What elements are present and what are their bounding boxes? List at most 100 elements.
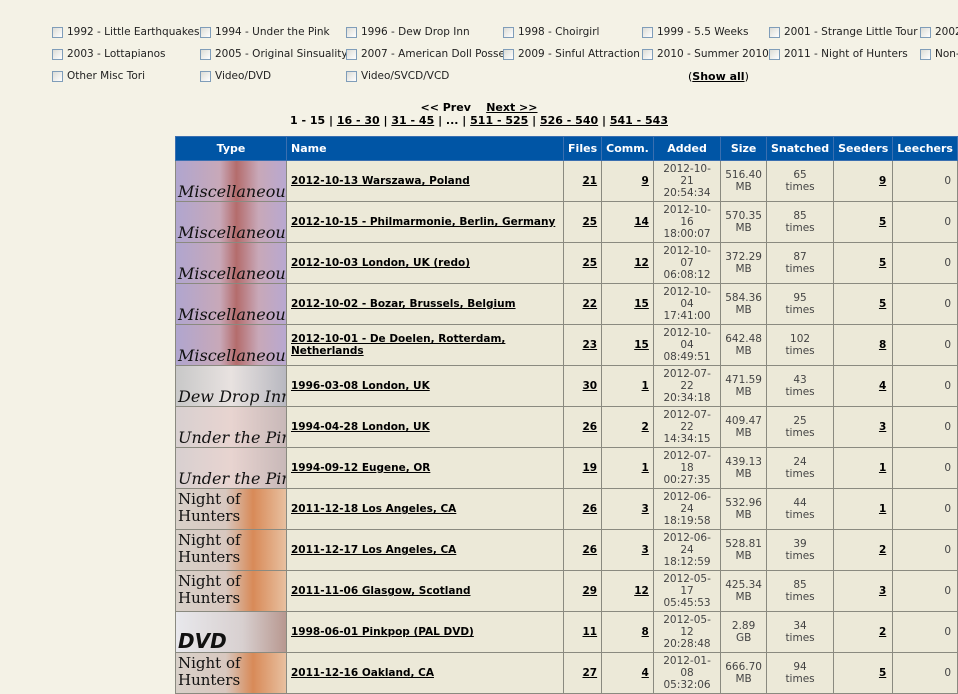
files-link[interactable]: 26 — [582, 544, 598, 556]
filter-option[interactable]: 1998 - Choirgirl — [503, 26, 599, 38]
files-link[interactable]: 19 — [582, 462, 598, 474]
category-image[interactable]: Night of Hunters — [176, 489, 286, 529]
category-image[interactable]: Miscellaneous — [176, 243, 286, 283]
torrent-name-link[interactable]: 2012-10-15 - Philmarmonie, Berlin, Germa… — [291, 216, 556, 228]
column-header-type[interactable]: Type — [175, 136, 287, 161]
comments-link[interactable]: 9 — [641, 175, 649, 187]
category-image[interactable]: Miscellaneous — [176, 161, 286, 201]
comments-link[interactable]: 12 — [634, 257, 649, 269]
category-image[interactable]: Under the Pink — [176, 407, 286, 447]
column-header-name[interactable]: Name — [285, 136, 565, 161]
files-link[interactable]: 26 — [582, 503, 598, 515]
type-cell[interactable]: Miscellaneous — [175, 201, 287, 243]
checkbox[interactable] — [769, 48, 780, 60]
checkbox[interactable] — [200, 26, 211, 38]
type-cell[interactable]: Night of Hunters — [175, 529, 287, 571]
seeders-link[interactable]: 2 — [878, 544, 887, 556]
filter-option[interactable]: 1996 - Dew Drop Inn — [346, 26, 470, 38]
next-link[interactable]: Next >> — [486, 101, 538, 114]
type-cell[interactable]: Under the Pink — [175, 447, 287, 489]
filter-option[interactable]: Non- — [920, 48, 958, 60]
checkbox[interactable] — [503, 48, 514, 60]
seeders-link[interactable]: 5 — [878, 667, 887, 679]
filter-option[interactable]: Video/SVCD/VCD — [346, 70, 449, 82]
files-link[interactable]: 25 — [582, 216, 598, 228]
category-image[interactable]: Night of Hunters — [176, 653, 286, 693]
comments-link[interactable]: 14 — [634, 216, 649, 228]
comments-link[interactable]: 3 — [641, 503, 649, 515]
checkbox[interactable] — [769, 26, 780, 38]
seeders-link[interactable]: 5 — [878, 257, 887, 269]
filter-option[interactable]: Other Misc Tori — [52, 70, 145, 82]
category-image[interactable]: Night of Hunters — [176, 530, 286, 570]
seeders-link[interactable]: 9 — [878, 175, 887, 187]
type-cell[interactable]: Under the Pink — [175, 406, 287, 448]
checkbox[interactable] — [200, 48, 211, 60]
seeders-link[interactable]: 5 — [878, 298, 887, 310]
column-header-snatched[interactable]: Snatched — [765, 136, 835, 161]
torrent-name-link[interactable]: 2011-12-18 Los Angeles, CA — [291, 503, 457, 515]
column-header-files[interactable]: Files — [563, 136, 603, 161]
comments-link[interactable]: 15 — [634, 298, 649, 310]
category-image[interactable]: Under the Pink — [176, 448, 286, 488]
checkbox[interactable] — [920, 26, 931, 38]
column-header-comm[interactable]: Comm. — [601, 136, 654, 161]
comments-link[interactable]: 4 — [641, 667, 649, 679]
comments-link[interactable]: 1 — [641, 380, 649, 392]
seeders-link[interactable]: 2 — [878, 626, 887, 638]
torrent-name-link[interactable]: 1994-04-28 London, UK — [291, 421, 430, 433]
filter-option[interactable]: 1994 - Under the Pink — [200, 26, 330, 38]
files-link[interactable]: 23 — [582, 339, 598, 351]
seeders-link[interactable]: 1 — [878, 462, 887, 474]
checkbox[interactable] — [642, 48, 653, 60]
type-cell[interactable]: Miscellaneous — [175, 283, 287, 325]
files-link[interactable]: 22 — [582, 298, 598, 310]
comments-link[interactable]: 8 — [641, 626, 649, 638]
torrent-name-link[interactable]: 2011-12-17 Los Angeles, CA — [291, 544, 457, 556]
torrent-name-link[interactable]: 2012-10-01 - De Doelen, Rotterdam, Nethe… — [291, 333, 506, 357]
filter-option[interactable]: 2003 - Lottapianos — [52, 48, 166, 60]
column-header-leechers[interactable]: Leechers — [892, 136, 958, 161]
comments-link[interactable]: 12 — [634, 585, 649, 597]
files-link[interactable]: 25 — [582, 257, 598, 269]
files-link[interactable]: 29 — [582, 585, 598, 597]
category-image[interactable]: Night of Hunters — [176, 571, 286, 611]
checkbox[interactable] — [200, 70, 211, 82]
filter-option[interactable]: 2011 - Night of Hunters — [769, 48, 908, 60]
seeders-link[interactable]: 1 — [878, 503, 887, 515]
category-image[interactable]: Miscellaneous — [176, 284, 286, 324]
page-link[interactable]: 541 - 543 — [609, 114, 668, 127]
column-header-seeders[interactable]: Seeders — [833, 136, 894, 161]
checkbox[interactable] — [346, 48, 357, 60]
checkbox[interactable] — [503, 26, 514, 38]
page-link[interactable]: 526 - 540 — [540, 114, 599, 127]
type-cell[interactable]: Miscellaneous — [175, 160, 287, 202]
files-link[interactable]: 26 — [582, 421, 598, 433]
checkbox[interactable] — [52, 26, 63, 38]
comments-link[interactable]: 1 — [641, 462, 649, 474]
filter-option[interactable]: 2010 - Summer 2010 — [642, 48, 769, 60]
comments-link[interactable]: 3 — [641, 544, 649, 556]
filter-option[interactable]: Video/DVD — [200, 70, 271, 82]
show-all-link[interactable]: Show all — [692, 70, 745, 83]
type-cell[interactable]: DVD — [175, 611, 287, 653]
filter-option[interactable]: 2001 - Strange Little Tour — [769, 26, 918, 38]
files-link[interactable]: 27 — [582, 667, 598, 679]
comments-link[interactable]: 15 — [634, 339, 649, 351]
type-cell[interactable]: Night of Hunters — [175, 652, 287, 694]
files-link[interactable]: 11 — [582, 626, 598, 638]
checkbox[interactable] — [346, 70, 357, 82]
torrent-name-link[interactable]: 2011-12-16 Oakland, CA — [291, 667, 434, 679]
checkbox[interactable] — [52, 70, 63, 82]
torrent-name-link[interactable]: 2012-10-03 London, UK (redo) — [291, 257, 470, 269]
seeders-link[interactable]: 4 — [878, 380, 887, 392]
category-image[interactable]: Miscellaneous — [176, 325, 286, 365]
filter-option[interactable]: 2009 - Sinful Attraction — [503, 48, 640, 60]
seeders-link[interactable]: 5 — [878, 216, 887, 228]
type-cell[interactable]: Night of Hunters — [175, 570, 287, 612]
type-cell[interactable]: Miscellaneous — [175, 242, 287, 284]
seeders-link[interactable]: 3 — [878, 421, 887, 433]
seeders-link[interactable]: 8 — [878, 339, 887, 351]
files-link[interactable]: 30 — [582, 380, 598, 392]
